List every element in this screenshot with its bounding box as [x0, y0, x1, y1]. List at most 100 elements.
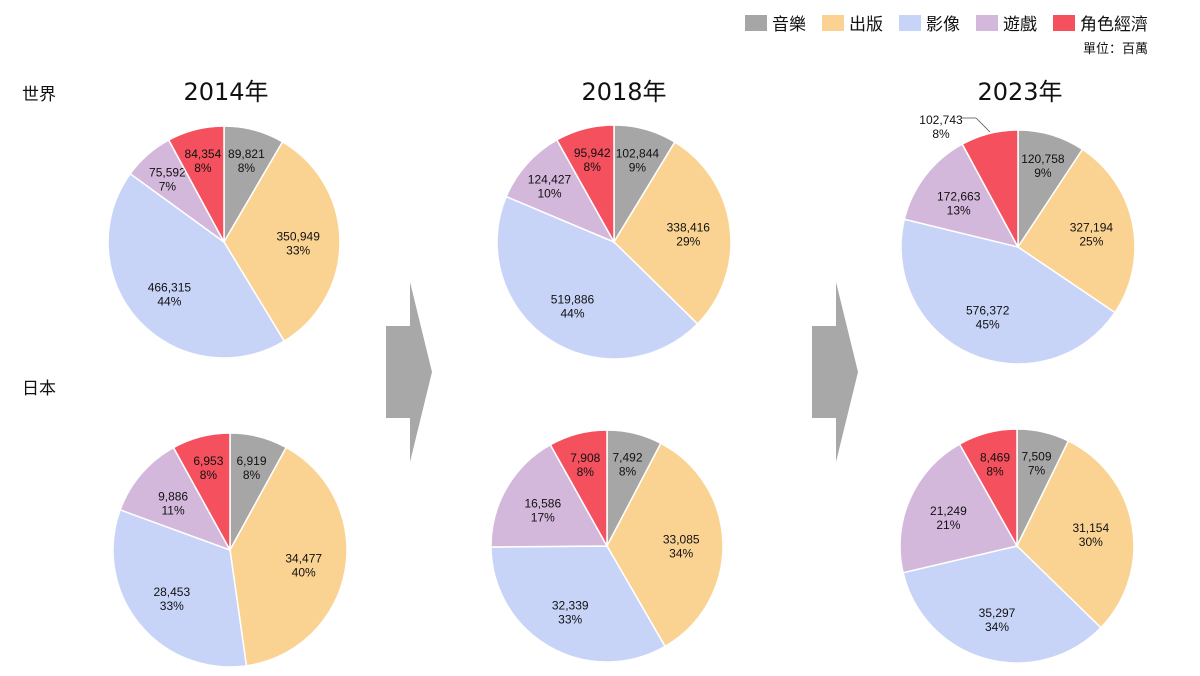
row-label-world: 世界 [22, 85, 56, 105]
percent-label: 34% [669, 547, 693, 561]
percent-label: 33% [558, 613, 582, 627]
value-label: 28,453 [153, 585, 190, 599]
percent-label: 34% [985, 620, 1009, 634]
percent-label: 8% [584, 160, 602, 174]
data-label: 172,663 13% [937, 189, 981, 217]
percent-label: 8% [932, 127, 950, 141]
legend-item: 影像 [899, 10, 960, 35]
data-label: 6,919 8% [236, 454, 266, 482]
legend: 音樂 出版 影像 遊戲 角色經濟 [745, 10, 1148, 35]
data-label: 466,315 44% [148, 280, 192, 308]
value-label: 327,194 [1070, 220, 1114, 234]
pie-slice [119, 446, 232, 552]
value-label: 34,477 [285, 551, 322, 565]
percent-label: 29% [676, 235, 700, 249]
pie-slice [900, 218, 1116, 365]
pie-slice [899, 443, 1019, 574]
pie-slice [223, 140, 341, 343]
data-label: 124,427 10% [528, 172, 572, 200]
data-label: 84,354 8% [185, 147, 222, 175]
pie-slice [902, 545, 1102, 664]
legend-swatch [976, 14, 998, 31]
value-label: 16,586 [524, 497, 561, 511]
data-label: 21,249 21% [930, 504, 967, 532]
value-label: 6,953 [193, 454, 223, 468]
percent-label: 8% [986, 464, 1004, 478]
legend-label: 出版 [849, 15, 883, 35]
percent-label: 33% [286, 243, 310, 257]
year-label-2014: 2014年 [183, 78, 269, 106]
percent-label: 10% [537, 186, 561, 200]
pie-slice [167, 125, 225, 243]
percent-label: 8% [577, 465, 595, 479]
percent-label: 40% [292, 565, 316, 579]
data-label: 327,194 25% [1070, 220, 1114, 248]
pie-slice [1016, 439, 1135, 629]
value-label: 7,492 [612, 451, 642, 465]
year-label-2018: 2018年 [581, 78, 667, 106]
percent-label: 44% [560, 306, 584, 320]
leader-line [975, 117, 991, 133]
pie-slice [490, 443, 609, 548]
value-label: 33,085 [663, 533, 700, 547]
legend-item: 音樂 [745, 10, 806, 35]
arrow-right-icon [812, 282, 858, 462]
percent-label: 44% [157, 294, 181, 308]
percent-label: 30% [1079, 535, 1103, 549]
value-label: 7,509 [1021, 450, 1051, 464]
data-label: 33,085 34% [663, 533, 700, 561]
pie-slice [490, 545, 667, 663]
data-label: 35,297 34% [979, 606, 1016, 634]
data-label: 120,758 9% [1021, 152, 1065, 180]
data-label: 338,416 29% [667, 221, 711, 249]
percent-label: 9% [1034, 166, 1052, 180]
pie-slice [496, 195, 699, 360]
value-label: 172,663 [937, 189, 981, 203]
data-label: 102,743 8% [919, 113, 963, 141]
percent-label: 13% [947, 203, 971, 217]
data-label: 31,154 30% [1072, 521, 1109, 549]
legend-swatch [745, 14, 767, 31]
data-label: 350,949 33% [277, 229, 321, 257]
value-label: 120,758 [1021, 152, 1065, 166]
percent-label: 7% [159, 179, 177, 193]
value-label: 102,844 [616, 147, 660, 161]
value-label: 7,908 [570, 451, 600, 465]
year-label-2023: 2023年 [977, 78, 1063, 106]
percent-label: 21% [936, 518, 960, 532]
value-label: 102,743 [919, 113, 963, 127]
data-label: 32,339 33% [552, 599, 589, 627]
legend-label: 遊戲 [1003, 15, 1037, 35]
pie-slice [961, 129, 1019, 248]
legend-item: 遊戲 [976, 10, 1037, 35]
percent-label: 8% [194, 161, 212, 175]
data-label: 519,886 44% [551, 292, 595, 320]
value-label: 32,339 [552, 599, 589, 613]
percent-label: 8% [619, 465, 637, 479]
value-label: 576,372 [966, 304, 1010, 318]
pie-slice [1016, 148, 1136, 314]
data-label: 102,844 9% [616, 147, 660, 175]
value-label: 350,949 [277, 229, 321, 243]
value-label: 75,592 [149, 165, 186, 179]
pie-slice [229, 446, 348, 667]
legend-label: 角色經濟 [1080, 15, 1148, 35]
legend-item: 出版 [822, 10, 883, 35]
value-label: 89,821 [228, 147, 265, 161]
row-label-japan: 日本 [22, 379, 56, 399]
data-label: 16,586 17% [524, 497, 561, 525]
arrow-right-icon [386, 282, 432, 462]
data-label: 6,953 8% [193, 454, 223, 482]
pie-slice [505, 138, 616, 244]
percent-label: 33% [160, 599, 184, 613]
percent-label: 11% [162, 503, 185, 517]
pie-slice [555, 124, 615, 245]
pie-slice [112, 508, 248, 668]
percent-label: 8% [200, 468, 218, 482]
value-label: 6,919 [236, 454, 266, 468]
value-label: 31,154 [1072, 521, 1109, 535]
data-label: 576,372 45% [966, 304, 1010, 332]
data-label: 89,821 8% [228, 147, 265, 175]
unit-label: 單位：百萬 [1082, 42, 1148, 57]
